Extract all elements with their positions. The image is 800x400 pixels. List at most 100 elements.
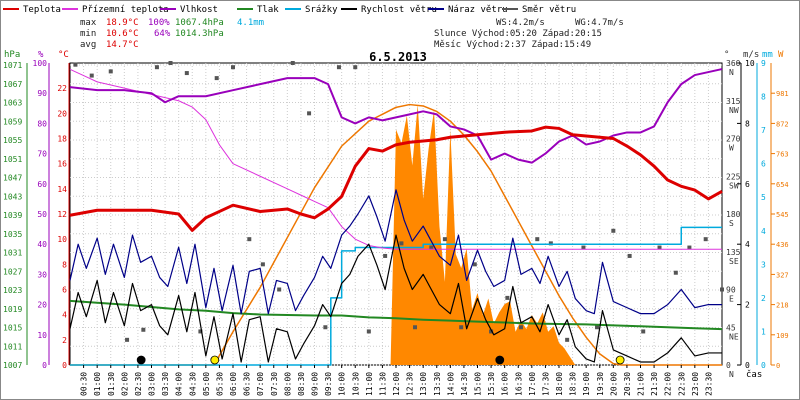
wind-tick-label: 8 bbox=[745, 119, 750, 128]
x-tick-label: 13:00 bbox=[419, 372, 428, 396]
pressure-tick-label: 1007 bbox=[3, 361, 22, 370]
legend-label-5: Rychlost větru bbox=[361, 5, 437, 15]
stats-max-press: 1067.4hPa bbox=[175, 18, 224, 28]
plot-area bbox=[69, 61, 724, 366]
wind-direction-point bbox=[429, 245, 434, 250]
x-tick-label: 12:00 bbox=[392, 372, 401, 396]
wind-direction-point bbox=[472, 262, 477, 267]
pressure-tick-label: 1027 bbox=[3, 267, 22, 276]
rain-tick-label: 3 bbox=[761, 260, 766, 269]
x-tick-label: 17:00 bbox=[528, 372, 537, 396]
direction-compass-label: E bbox=[729, 295, 734, 304]
direction-compass-label: W bbox=[729, 144, 734, 153]
wind-direction-point bbox=[459, 325, 464, 330]
temperature-tick-label: 12 bbox=[57, 210, 67, 219]
x-tick-label: 14:30 bbox=[460, 372, 469, 396]
x-tick-label: 16:00 bbox=[501, 372, 510, 396]
rain-tick-label: 1 bbox=[761, 327, 766, 336]
rain-line bbox=[70, 226, 722, 366]
wind-direction-point bbox=[198, 329, 203, 334]
direction-axis-unit: ° bbox=[724, 50, 729, 60]
wind-direction-point bbox=[581, 245, 586, 250]
sunrise-marker bbox=[210, 355, 220, 365]
stats-wg: WG:4.7m/s bbox=[575, 18, 624, 28]
x-tick-label: 22:30 bbox=[677, 372, 686, 396]
legend-label-7: Směr větru bbox=[522, 5, 576, 15]
x-tick-label: 15:00 bbox=[474, 372, 483, 396]
x-tick-label: 04:30 bbox=[188, 372, 197, 396]
pressure-line bbox=[69, 299, 723, 331]
x-tick-label: 11:00 bbox=[365, 372, 374, 396]
wind-direction-point bbox=[323, 325, 328, 330]
x-tick-label: 07:00 bbox=[256, 372, 265, 396]
direction-tick-label: 90 bbox=[726, 286, 736, 295]
wind-direction-point bbox=[366, 329, 371, 334]
pressure-tick-label: 1015 bbox=[3, 324, 22, 333]
pressure-tick-label: 1047 bbox=[3, 174, 22, 183]
direction-tick-label: 0 bbox=[726, 361, 731, 370]
temperature-tick-label: 0 bbox=[62, 361, 67, 370]
x-tick-label: 00:30 bbox=[80, 372, 89, 396]
stats-min-temp: 10.6°C bbox=[106, 29, 139, 39]
wind-direction-point bbox=[125, 337, 130, 342]
x-tick-label: 04:00 bbox=[175, 372, 184, 396]
humidity-tick-label: 80 bbox=[37, 119, 47, 128]
pressure-tick-label: 1035 bbox=[3, 230, 22, 239]
x-tick-label: 06:00 bbox=[229, 372, 238, 396]
rain-tick-label: 9 bbox=[761, 59, 766, 68]
pressure-tick-label: 1023 bbox=[3, 286, 22, 295]
wind-direction-point bbox=[687, 245, 692, 250]
temperature-tick-label: 10 bbox=[57, 235, 67, 244]
temperature-tick-label: 14 bbox=[57, 185, 67, 194]
x-tick-label: 23:00 bbox=[691, 372, 700, 396]
wind-direction-point bbox=[154, 65, 159, 70]
x-tick-label: 21:00 bbox=[637, 372, 646, 396]
humidity-tick-label: 50 bbox=[37, 210, 47, 219]
wind-direction-point bbox=[565, 337, 570, 342]
x-tick-label: 03:00 bbox=[148, 372, 157, 396]
x-tick-label: 09:00 bbox=[311, 372, 320, 396]
wind-direction-point bbox=[641, 329, 646, 334]
x-tick-label: 01:00 bbox=[93, 372, 102, 396]
rain-tick-label: 5 bbox=[761, 193, 766, 202]
wind-direction-point bbox=[720, 287, 724, 292]
rain-axis-unit: mm bbox=[762, 50, 773, 60]
x-tick-label: 19:00 bbox=[582, 372, 591, 396]
pressure-tick-label: 1063 bbox=[3, 99, 22, 108]
x-tick-label: 01:30 bbox=[107, 372, 116, 396]
x-tick-label: 13:30 bbox=[433, 372, 442, 396]
temperature-line bbox=[69, 125, 723, 232]
direction-tick-label: 135 bbox=[726, 248, 741, 257]
radiation-tick-label: 327 bbox=[776, 271, 789, 279]
x-tick-label: 09:30 bbox=[324, 372, 333, 396]
wind-direction-point bbox=[231, 65, 235, 70]
temperature-axis-unit: °C bbox=[58, 50, 69, 60]
wind-direction-point bbox=[184, 71, 189, 76]
temperature-tick-label: 2 bbox=[62, 336, 67, 345]
temperature-tick-label: 6 bbox=[62, 286, 67, 295]
pressure-tick-label: 1067 bbox=[3, 80, 22, 89]
pressure-tick-label: 1039 bbox=[3, 211, 22, 220]
direction-tick-label: 225 bbox=[726, 172, 741, 181]
rain-tick-label: 4 bbox=[761, 227, 766, 236]
radiation-tick-label: 0 bbox=[776, 362, 780, 370]
direction-tick-label: 180 bbox=[726, 210, 741, 219]
x-tick-label: 14:00 bbox=[446, 372, 455, 396]
rain-tick-label: 7 bbox=[761, 126, 766, 135]
humidity-tick-label: 20 bbox=[37, 301, 47, 310]
direction-tick-label: 270 bbox=[726, 135, 741, 144]
wind-direction-point bbox=[307, 111, 312, 116]
wind-tick-label: 2 bbox=[745, 301, 750, 310]
stats-moon: Měsíc Východ:2:37 Západ:15:49 bbox=[434, 40, 591, 50]
pressure-tick-label: 1043 bbox=[3, 192, 22, 201]
pressure-tick-label: 1019 bbox=[3, 305, 22, 314]
direction-tick-label: 360 bbox=[726, 59, 741, 68]
wind-direction-point bbox=[168, 61, 173, 65]
legend-label-0: Teplota bbox=[23, 5, 61, 15]
x-tick-label: 06:30 bbox=[243, 372, 252, 396]
wind-direction-point bbox=[399, 241, 404, 246]
humidity-tick-label: 60 bbox=[37, 180, 47, 189]
wind-direction-point bbox=[489, 329, 494, 334]
humidity-tick-label: 70 bbox=[37, 150, 47, 159]
legend: Teplota Přízemní teplota Vlhkost Tlak Srážky… bbox=[3, 5, 576, 15]
